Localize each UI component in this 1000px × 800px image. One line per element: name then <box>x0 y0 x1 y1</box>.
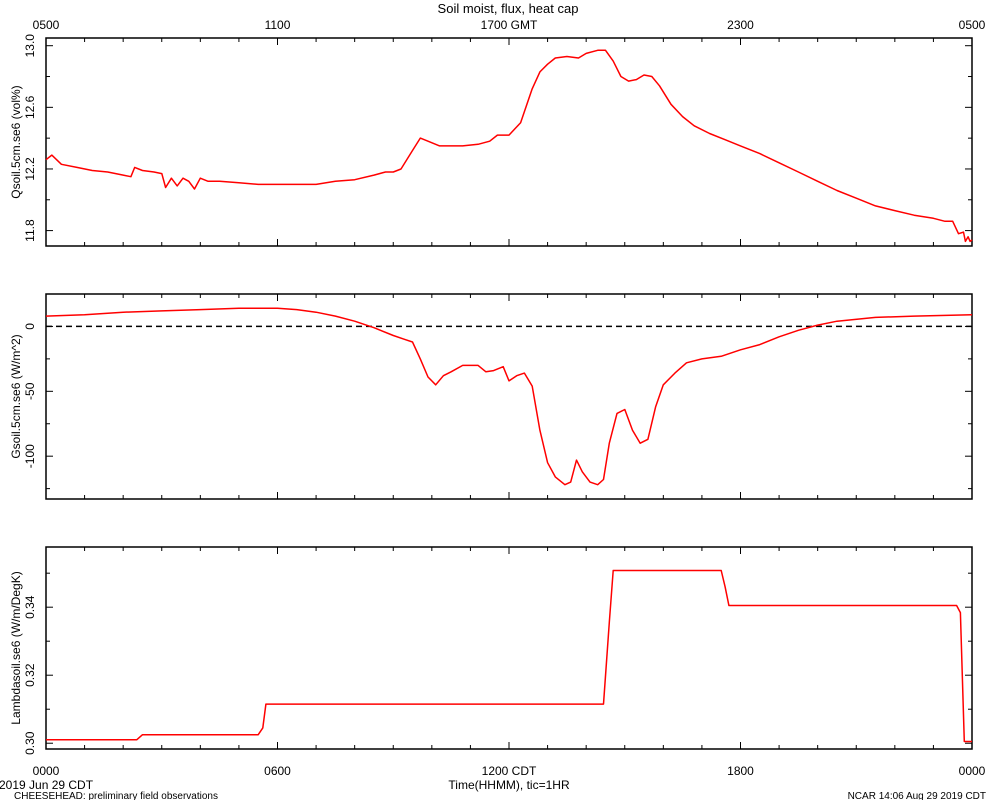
bottom-tick-label: 0000 <box>33 764 60 778</box>
y-tick-label: 0.32 <box>23 663 37 687</box>
plot-frame <box>45 37 973 247</box>
y-axis-label: Lambdasoil.se6 (W/m/DegK) <box>9 571 23 724</box>
y-tick-label: 11.8 <box>23 219 37 242</box>
top-time-axis: 0500 1100 1700 GMT 2300 0500 <box>33 18 986 32</box>
footer-left: CHEESEHEAD: preliminary field observatio… <box>14 791 218 800</box>
series-line <box>45 307 973 486</box>
bottom-time-axis: 0000 0600 1200 CDT 1800 0000 <box>33 764 986 778</box>
x-axis-label: Time(HHMM), tic=1HR <box>448 778 570 792</box>
bottom-tick-label: 0000 <box>959 764 986 778</box>
y-tick-label: 13.0 <box>23 34 37 58</box>
y-tick-label: 12.6 <box>23 95 37 119</box>
series-line <box>45 49 973 243</box>
top-tick-label: 1100 <box>265 18 291 32</box>
y-tick-label: 12.2 <box>23 157 37 181</box>
top-tick-label: 0500 <box>33 18 60 32</box>
y-axis-label: Gsoil.5cm.se6 (W/m^2) <box>9 334 23 458</box>
top-tick-label: 2300 <box>727 18 754 32</box>
date-label: 2019 Jun 29 CDT <box>0 778 94 792</box>
y-tick-label: 0.34 <box>23 595 37 619</box>
y-tick-label: 0.30 <box>23 731 37 755</box>
bottom-tick-label: 1200 CDT <box>482 764 537 778</box>
figure-title: Soil moist, flux, heat cap <box>438 1 579 16</box>
top-tick-label: 0500 <box>959 18 986 32</box>
y-tick-label: -100 <box>23 444 37 468</box>
chart-panels: 11.8 12.2 12.6 13.0 Qsoil.5cm.se6 (vol%) -100… <box>9 34 973 755</box>
y-tick-label: -50 <box>23 382 37 400</box>
footer-right: NCAR 14:06 Aug 29 2019 CDT <box>848 791 986 800</box>
plot-frame <box>45 546 973 750</box>
panel-1: 11.8 12.2 12.6 13.0 Qsoil.5cm.se6 (vol%) <box>9 34 973 247</box>
bottom-tick-label: 0600 <box>264 764 291 778</box>
y-tick-label: 0 <box>23 323 37 330</box>
top-tick-label: 1700 GMT <box>481 18 538 32</box>
y-axis-label: Qsoil.5cm.se6 (vol%) <box>9 85 23 198</box>
bottom-tick-label: 1800 <box>727 764 754 778</box>
series-line <box>46 569 972 743</box>
plot-frame <box>45 293 973 500</box>
